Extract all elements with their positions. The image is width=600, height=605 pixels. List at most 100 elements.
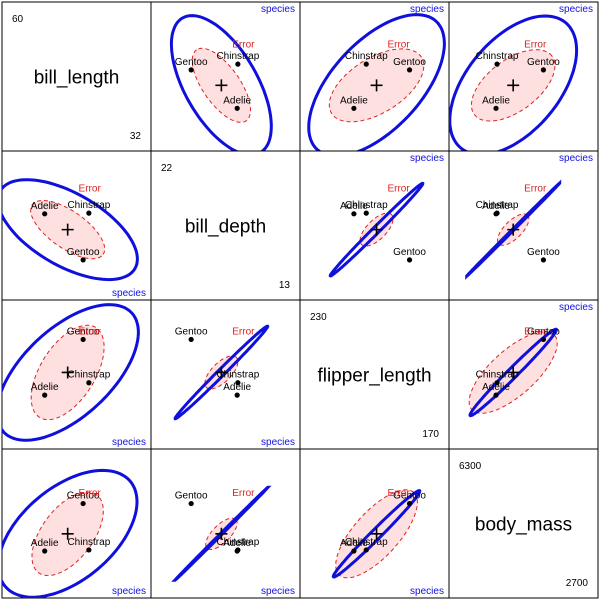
panel-bill_length-vs-body_mass: Adelie Chinstrap Gentoo Error species bbox=[448, 1, 599, 152]
group-mean-point bbox=[540, 257, 547, 263]
panel-bill_length-vs-bill_depth: Adelie Chinstrap Gentoo Error species bbox=[150, 1, 301, 152]
diagonal-min-label: 2700 bbox=[566, 578, 589, 589]
group-mean-label: Chinstrap bbox=[345, 537, 388, 548]
diagonal-max-label: 230 bbox=[310, 312, 327, 323]
group-mean-label: Chinstrap bbox=[476, 370, 519, 381]
group-mean-point bbox=[406, 67, 413, 73]
panel-frame bbox=[1, 448, 152, 599]
panel-bill_depth-vs-bill_depth: bill_depth 22 13 bbox=[150, 150, 301, 301]
group-mean-point bbox=[42, 211, 48, 217]
group-mean-label: Chinstrap bbox=[476, 51, 519, 62]
group-mean-point bbox=[494, 61, 500, 67]
group-mean-label: Adelie bbox=[31, 382, 59, 393]
error-ellipse-label: Error bbox=[387, 39, 410, 50]
error-ellipse-label: Error bbox=[232, 39, 255, 50]
group-mean-label: Adelie bbox=[482, 201, 510, 212]
species-ellipse-label: species bbox=[112, 586, 146, 597]
species-hypothesis-ellipse bbox=[171, 485, 272, 582]
group-mean-label: Gentoo bbox=[527, 57, 560, 68]
group-mean-label: Chinstrap bbox=[345, 200, 388, 211]
error-ellipse-label: Error bbox=[524, 184, 547, 195]
grand-mean-marker bbox=[215, 79, 228, 92]
group-mean-label: Chinstrap bbox=[67, 370, 110, 381]
group-mean-point bbox=[493, 105, 499, 111]
group-mean-label: Gentoo bbox=[527, 326, 560, 337]
grand-mean-marker bbox=[61, 366, 74, 379]
group-mean-point bbox=[42, 392, 48, 398]
group-mean-label: Chinstrap bbox=[216, 537, 259, 548]
error-ellipse-label: Error bbox=[79, 326, 102, 337]
grand-mean-marker bbox=[507, 366, 520, 379]
group-mean-point bbox=[188, 500, 194, 507]
group-mean-point bbox=[351, 548, 357, 554]
species-hypothesis-ellipse bbox=[2, 468, 139, 598]
species-ellipse-label: species bbox=[410, 153, 444, 164]
group-mean-label: Adelie bbox=[31, 538, 59, 549]
group-mean-label: Gentoo bbox=[175, 57, 208, 68]
species-hypothesis-ellipse bbox=[468, 327, 558, 418]
group-mean-point bbox=[493, 392, 499, 398]
group-mean-point bbox=[80, 336, 86, 343]
group-mean-point bbox=[234, 105, 240, 111]
group-mean-point bbox=[406, 257, 413, 263]
species-hypothesis-ellipse bbox=[307, 13, 446, 151]
group-mean-label: Gentoo bbox=[393, 491, 426, 502]
group-mean-point bbox=[494, 380, 500, 386]
diagonal-min-label: 32 bbox=[130, 131, 142, 142]
group-mean-point bbox=[540, 67, 547, 73]
group-mean-label: Adelie bbox=[482, 95, 510, 106]
diagonal-min-label: 170 bbox=[422, 429, 439, 440]
group-mean-label: Adelie bbox=[31, 201, 59, 212]
group-mean-point bbox=[494, 210, 500, 216]
grand-mean-marker bbox=[507, 79, 520, 92]
species-ellipse-label: species bbox=[112, 437, 146, 448]
species-hypothesis-ellipse bbox=[169, 14, 273, 151]
error-ellipse-label: Error bbox=[387, 184, 410, 195]
species-hypothesis-ellipse bbox=[328, 181, 425, 278]
grand-mean-marker bbox=[370, 223, 383, 236]
group-mean-label: Gentoo bbox=[67, 326, 100, 337]
group-mean-label: Adelie bbox=[223, 382, 251, 393]
group-mean-point bbox=[188, 336, 194, 343]
group-mean-point bbox=[363, 210, 369, 216]
error-ellipse-label: Error bbox=[79, 488, 102, 499]
group-mean-label: Adelie bbox=[340, 538, 368, 549]
diagonal-variable-label: flipper_length bbox=[317, 366, 431, 387]
species-ellipse-label: species bbox=[261, 4, 295, 15]
panel-body_mass-vs-body_mass: body_mass 6300 2700 bbox=[448, 448, 599, 599]
group-mean-label: Adelie bbox=[223, 538, 251, 549]
group-mean-point bbox=[363, 61, 369, 67]
grand-mean-marker bbox=[61, 527, 74, 540]
group-mean-point bbox=[188, 67, 194, 73]
group-mean-label: Chinstrap bbox=[67, 200, 110, 211]
species-hypothesis-ellipse bbox=[465, 179, 562, 280]
group-mean-point bbox=[540, 336, 547, 343]
grand-mean-marker bbox=[61, 223, 74, 236]
group-mean-point bbox=[235, 380, 241, 386]
species-ellipse-label: species bbox=[559, 153, 593, 164]
group-mean-label: Chinstrap bbox=[67, 537, 110, 548]
group-mean-point bbox=[42, 548, 48, 554]
error-ellipse-label: Error bbox=[524, 326, 547, 337]
group-mean-point bbox=[234, 392, 240, 398]
group-mean-point bbox=[86, 547, 92, 553]
group-mean-point bbox=[80, 500, 86, 507]
group-mean-point bbox=[351, 105, 357, 111]
diagonal-min-label: 13 bbox=[279, 280, 291, 291]
group-mean-point bbox=[363, 547, 369, 553]
diagonal-variable-label: body_mass bbox=[475, 515, 572, 536]
